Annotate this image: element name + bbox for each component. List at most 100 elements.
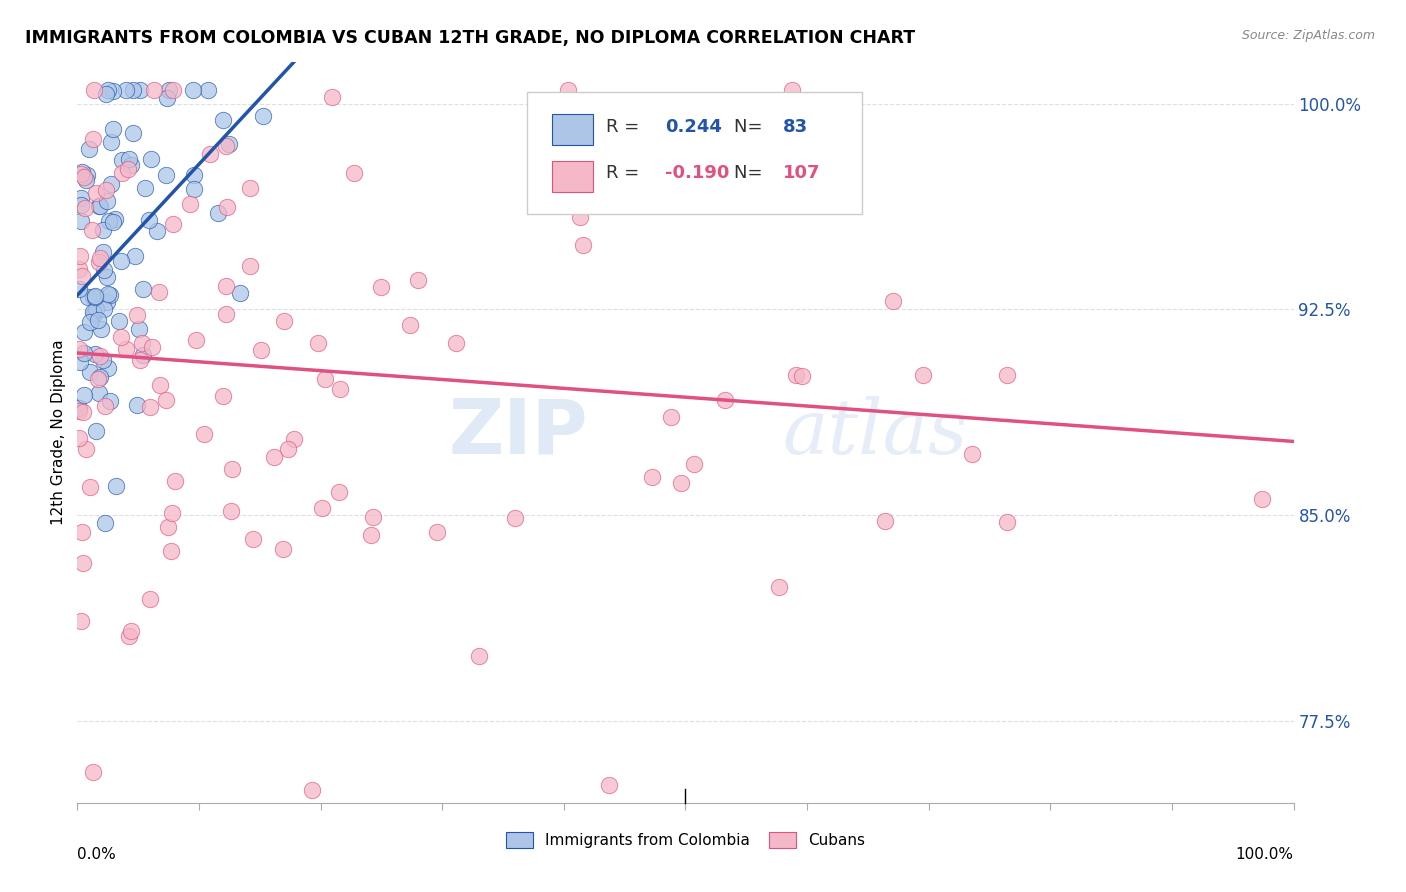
Point: [160, 506, 183, 520]
Point: [83, 289, 105, 303]
Point: [343, 165, 366, 179]
Point: [659, 410, 682, 425]
Text: R =: R =: [606, 118, 645, 136]
Point: [143, 83, 166, 97]
Text: -0.190: -0.190: [665, 164, 730, 183]
Point: [69, 213, 91, 227]
Point: [120, 624, 142, 639]
Point: [97, 214, 120, 228]
Point: [84, 290, 107, 304]
Point: [111, 153, 134, 168]
Point: [156, 91, 179, 105]
Point: [873, 514, 896, 528]
FancyBboxPatch shape: [551, 161, 593, 192]
Point: [73, 345, 96, 359]
Point: [307, 336, 329, 351]
Point: [120, 157, 142, 171]
Text: N=: N=: [734, 118, 768, 136]
Point: [277, 442, 299, 456]
Point: [94, 516, 117, 531]
Point: [215, 139, 238, 153]
Point: [155, 393, 177, 408]
Point: [995, 515, 1018, 529]
FancyBboxPatch shape: [527, 92, 862, 214]
Point: [162, 218, 184, 232]
Legend: Immigrants from Colombia, Cubans: Immigrants from Colombia, Cubans: [499, 825, 872, 855]
Point: [181, 83, 204, 97]
Point: [75, 201, 97, 215]
Point: [75, 173, 97, 187]
Point: [329, 382, 352, 396]
Point: [100, 177, 122, 191]
Point: [229, 285, 252, 300]
Point: [165, 474, 187, 488]
Point: [73, 325, 96, 339]
Point: [1251, 491, 1274, 506]
Point: [86, 424, 108, 438]
Point: [104, 212, 127, 227]
Point: [557, 83, 579, 97]
Point: [98, 394, 121, 409]
Point: [72, 404, 94, 418]
Point: [145, 224, 167, 238]
Point: [283, 432, 305, 446]
Point: [96, 87, 118, 102]
Text: IMMIGRANTS FROM COLOMBIA VS CUBAN 12TH GRADE, NO DIPLOMA CORRELATION CHART: IMMIGRANTS FROM COLOMBIA VS CUBAN 12TH G…: [25, 29, 915, 46]
Point: [912, 368, 935, 382]
Point: [553, 121, 575, 136]
Point: [84, 186, 107, 201]
Point: [768, 580, 790, 594]
Point: [89, 199, 111, 213]
Text: 107: 107: [783, 164, 820, 183]
FancyBboxPatch shape: [551, 114, 593, 145]
Point: [328, 485, 350, 500]
Point: [157, 83, 180, 97]
Point: [128, 322, 150, 336]
Point: [598, 779, 620, 793]
Point: [239, 260, 262, 274]
Text: ZIP: ZIP: [449, 396, 588, 469]
Text: atlas: atlas: [783, 396, 969, 469]
Point: [128, 83, 150, 97]
Point: [370, 280, 392, 294]
Point: [713, 392, 735, 407]
Point: [103, 122, 125, 136]
Point: [94, 400, 117, 414]
Point: [89, 251, 111, 265]
Point: [82, 290, 104, 304]
Point: [775, 160, 797, 174]
Point: [93, 352, 115, 367]
Point: [156, 520, 179, 534]
Point: [77, 142, 100, 156]
Point: [962, 447, 984, 461]
Point: [117, 161, 139, 176]
Point: [321, 90, 343, 104]
Point: [132, 348, 155, 362]
Point: [69, 167, 91, 181]
Point: [70, 191, 93, 205]
Point: [110, 254, 132, 268]
Point: [572, 237, 595, 252]
Point: [314, 372, 336, 386]
Point: [669, 475, 692, 490]
Point: [100, 135, 122, 149]
Y-axis label: 12th Grade, No Diploma: 12th Grade, No Diploma: [51, 340, 66, 525]
Point: [103, 84, 125, 98]
Point: [250, 343, 273, 358]
Point: [361, 510, 384, 524]
Point: [89, 349, 111, 363]
Point: [96, 294, 118, 309]
Point: [67, 401, 90, 416]
Point: [80, 223, 103, 237]
Point: [87, 386, 110, 401]
Point: [87, 255, 110, 269]
Point: [76, 168, 98, 182]
Point: [98, 288, 121, 302]
Point: [468, 648, 491, 663]
Point: [70, 525, 93, 540]
Text: 100.0%: 100.0%: [1236, 847, 1294, 863]
Point: [263, 450, 285, 464]
Point: [91, 223, 114, 237]
Point: [215, 278, 238, 293]
Point: [426, 524, 449, 539]
